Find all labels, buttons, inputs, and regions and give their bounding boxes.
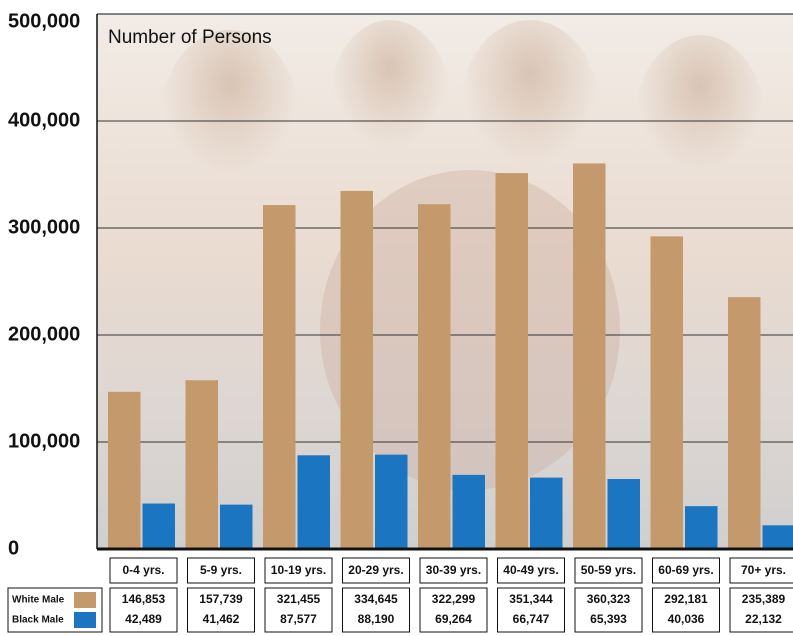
table-value: 292,181 xyxy=(664,592,708,606)
table-value: 40,036 xyxy=(668,612,705,626)
value-cell xyxy=(187,587,255,633)
y-tick-label: 100,000 xyxy=(8,430,80,452)
x-tick-label: 20-29 yrs. xyxy=(348,563,403,577)
bar xyxy=(573,163,606,549)
category-cell xyxy=(729,557,793,584)
table-value: 41,462 xyxy=(203,612,240,626)
category-cell xyxy=(342,557,410,584)
x-tick-label: 70+ yrs. xyxy=(741,563,786,577)
photo-shape xyxy=(635,35,765,205)
x-tick-label: 5-9 yrs. xyxy=(200,563,242,577)
bar xyxy=(142,503,175,549)
x-tick-label: 10-19 yrs. xyxy=(271,563,326,577)
y-axis-label: Number of Persons xyxy=(108,27,272,48)
table-value: 157,739 xyxy=(199,592,243,606)
y-tick-label: 500,000 xyxy=(8,10,80,32)
value-cell xyxy=(729,587,793,633)
y-tick-label: 300,000 xyxy=(8,216,80,238)
photo-shape xyxy=(320,170,620,490)
table-value: 351,344 xyxy=(509,592,553,606)
value-cell xyxy=(342,587,410,633)
value-cell xyxy=(497,587,565,633)
table-value: 321,455 xyxy=(277,592,321,606)
table-value: 22,132 xyxy=(745,612,782,626)
category-cell xyxy=(264,557,333,584)
bar xyxy=(650,236,683,549)
bar xyxy=(340,190,373,549)
table-value: 334,645 xyxy=(354,592,398,606)
bar xyxy=(452,474,485,549)
x-tick-label: 30-39 yrs. xyxy=(426,563,481,577)
bar xyxy=(495,173,528,549)
table-value: 42,489 xyxy=(125,612,162,626)
legend-label: White Male xyxy=(12,595,65,606)
bar xyxy=(607,479,640,549)
bar xyxy=(297,455,330,549)
table-value: 65,393 xyxy=(590,612,627,626)
table-value: 66,747 xyxy=(513,612,550,626)
y-tick-label: 0 xyxy=(8,537,19,559)
legend-label: Black Male xyxy=(12,615,64,626)
x-tick-label: 0-4 yrs. xyxy=(122,563,164,577)
bar xyxy=(418,204,451,549)
category-cell xyxy=(419,557,488,584)
category-cell xyxy=(187,557,255,584)
value-cell xyxy=(264,587,333,633)
bar xyxy=(263,205,296,549)
table-value: 88,190 xyxy=(358,612,395,626)
table-value: 69,264 xyxy=(435,612,472,626)
photo-shape xyxy=(160,30,300,210)
bar xyxy=(220,504,253,549)
y-tick-label: 200,000 xyxy=(8,323,80,345)
bar xyxy=(185,380,218,549)
bar xyxy=(375,454,408,549)
y-tick-label: 400,000 xyxy=(8,109,80,131)
table-value: 322,299 xyxy=(432,592,476,606)
bar xyxy=(108,391,141,549)
legend-swatch xyxy=(74,612,96,628)
table-value: 235,389 xyxy=(742,592,786,606)
x-tick-label: 40-49 yrs. xyxy=(503,563,558,577)
value-cell xyxy=(652,587,720,633)
table-value: 360,323 xyxy=(587,592,631,606)
category-cell xyxy=(497,557,565,584)
value-cell xyxy=(109,587,178,633)
value-cell xyxy=(419,587,488,633)
category-cell xyxy=(652,557,720,584)
bar xyxy=(728,297,761,549)
table-value: 146,853 xyxy=(122,592,166,606)
value-cell xyxy=(574,587,643,633)
x-tick-label: 50-59 yrs. xyxy=(581,563,636,577)
x-tick-label: 60-69 yrs. xyxy=(658,563,713,577)
legend-swatch xyxy=(74,592,96,608)
bar xyxy=(685,506,718,549)
photo-shape xyxy=(460,20,600,200)
category-cell xyxy=(109,557,178,584)
table-value: 87,577 xyxy=(280,612,317,626)
bar xyxy=(762,525,793,549)
photo-shape xyxy=(330,20,450,180)
bar xyxy=(530,477,563,549)
category-cell xyxy=(574,557,643,584)
